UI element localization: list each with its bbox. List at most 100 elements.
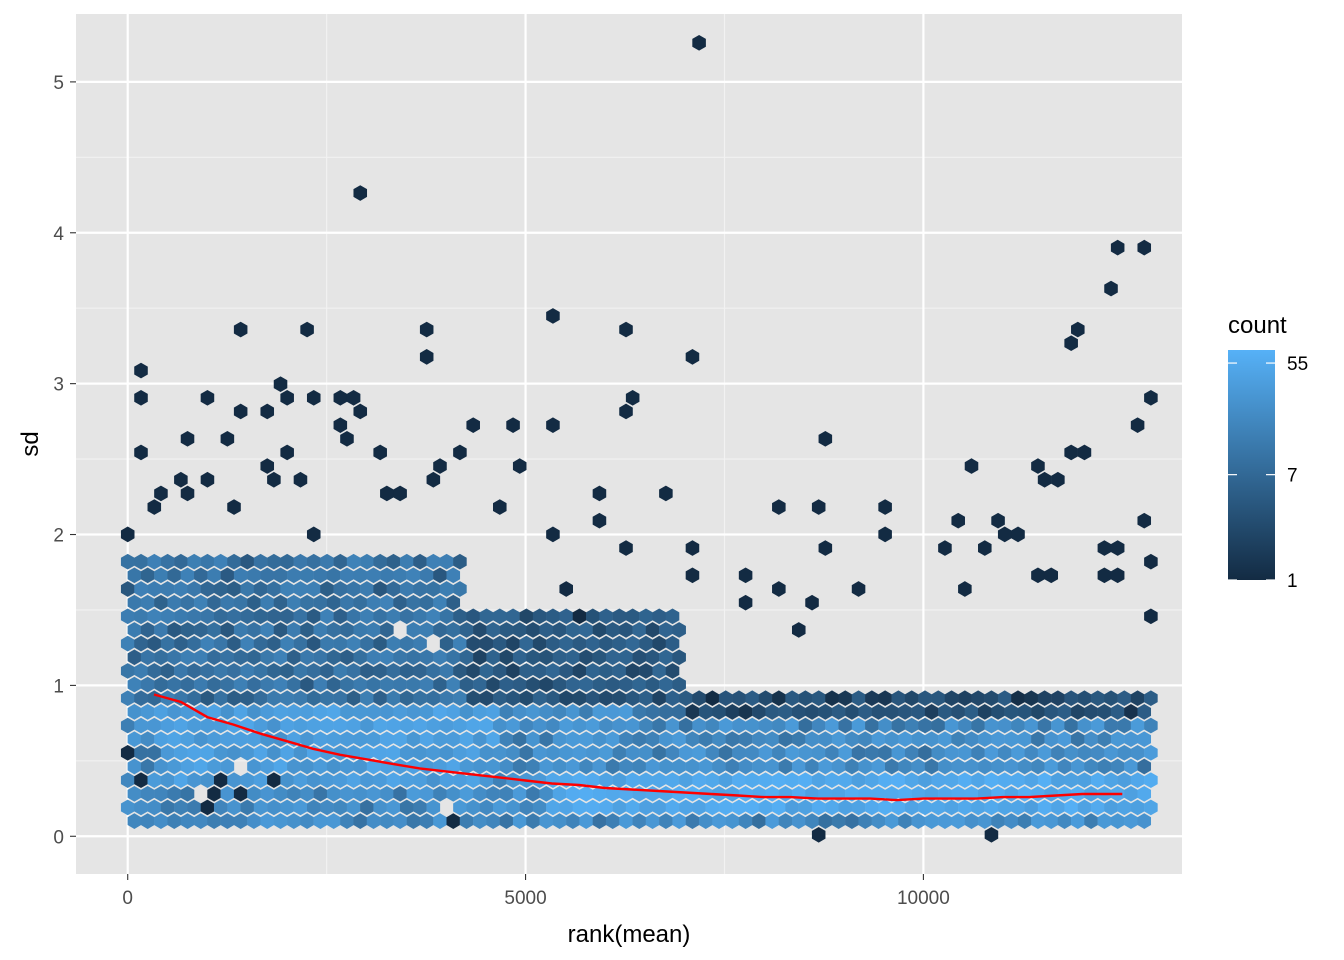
hex-cell — [439, 581, 454, 597]
hex-cell — [366, 731, 381, 748]
hex-cell — [1104, 717, 1118, 734]
hex-cell — [991, 512, 1005, 529]
hex-cell — [273, 676, 288, 693]
hex-cell — [964, 813, 979, 829]
hex-cell — [539, 758, 554, 775]
hex-cell — [679, 745, 693, 761]
hex-cell — [1084, 758, 1098, 775]
hex-cell — [1071, 813, 1085, 829]
hex-cell — [526, 649, 540, 666]
hex-cell — [1110, 540, 1125, 556]
hex-cell — [532, 772, 547, 788]
hex-cell — [579, 704, 593, 720]
hex-cell — [785, 799, 799, 816]
hex-cell — [672, 813, 686, 829]
hex-cell — [526, 622, 540, 638]
hex-cell — [1031, 758, 1045, 775]
hex-cell — [718, 745, 733, 761]
hex-cell — [878, 745, 892, 761]
hex-cell — [1057, 731, 1072, 748]
hex-cell — [1144, 745, 1158, 761]
hex-cell — [360, 663, 374, 679]
hex-cell — [300, 758, 314, 775]
hex-cell — [280, 444, 294, 461]
hex-cell — [805, 704, 819, 720]
hex-cell — [446, 676, 461, 693]
hex-cell — [280, 663, 294, 679]
hex-cell — [233, 813, 248, 829]
hex-cell — [227, 690, 241, 707]
hex-cell — [366, 676, 381, 693]
hex-cell — [512, 649, 527, 666]
legend-tick-label: 55 — [1287, 354, 1308, 375]
hex-cell — [260, 567, 275, 584]
hex-cell — [154, 676, 168, 693]
hex-cell — [586, 745, 600, 761]
hex-cell — [1130, 417, 1145, 433]
hex-cell — [579, 758, 593, 775]
hex-cell — [140, 813, 155, 829]
hex-cell — [885, 785, 899, 802]
hex-cell — [479, 663, 494, 679]
hex-cell — [227, 581, 241, 597]
hex-cell — [546, 417, 560, 433]
hex-cell — [1037, 717, 1052, 734]
hex-cell — [1090, 745, 1105, 761]
hex-cell — [459, 731, 474, 748]
hex-cell — [194, 676, 208, 693]
hex-cell — [1117, 717, 1132, 734]
hex-cell — [466, 717, 480, 734]
hex-cell — [426, 799, 441, 816]
hex-cell — [340, 430, 354, 447]
hex-cell — [958, 772, 972, 788]
hex-cell — [546, 745, 560, 761]
legend-title: count — [1228, 312, 1287, 339]
hex-cell — [1110, 758, 1125, 775]
hex-cell — [439, 717, 454, 734]
hex-cell — [592, 649, 607, 666]
hex-cell — [200, 608, 215, 625]
hex-cell — [340, 567, 354, 584]
hex-cell — [1031, 813, 1045, 829]
trend-line — [153, 693, 1123, 802]
hex-cell — [552, 758, 567, 775]
hex-cell — [579, 622, 593, 638]
hex-cell — [147, 799, 162, 816]
hex-cell — [539, 622, 554, 638]
hex-cell — [127, 676, 142, 693]
hex-cell — [512, 785, 527, 802]
hex-cell — [426, 745, 441, 761]
hex-cell — [147, 745, 162, 761]
hex-cell — [479, 745, 494, 761]
hex-cell — [506, 608, 520, 625]
hex-cell — [273, 785, 288, 802]
hex-cell — [1144, 717, 1158, 734]
hex-cell — [120, 690, 135, 707]
hex-cell — [918, 799, 932, 816]
hex-cell — [665, 717, 680, 734]
hex-cell — [479, 717, 494, 734]
hex-cell — [174, 635, 188, 652]
hex-cell — [1117, 799, 1132, 816]
hex-cell — [233, 594, 248, 611]
hex-cell — [174, 581, 188, 597]
hex-cell — [1124, 758, 1138, 775]
hex-cell — [586, 772, 600, 788]
hex-cell — [300, 813, 314, 829]
hex-cell — [380, 594, 394, 611]
hex-cell — [1044, 785, 1059, 802]
hex-cell — [526, 704, 540, 720]
hex-cell — [247, 567, 261, 584]
hex-cell — [406, 704, 421, 720]
hex-cell — [1017, 704, 1032, 720]
hex-cell — [685, 813, 700, 829]
hex-cell — [1110, 567, 1125, 584]
hex-cell — [353, 185, 368, 201]
hex-cell — [599, 745, 613, 761]
hex-cell — [320, 690, 334, 707]
hex-cell — [1064, 717, 1078, 734]
hex-cell — [645, 649, 660, 666]
hex-cell — [333, 690, 348, 707]
hex-cell — [174, 553, 188, 570]
hex-cell — [147, 608, 162, 625]
